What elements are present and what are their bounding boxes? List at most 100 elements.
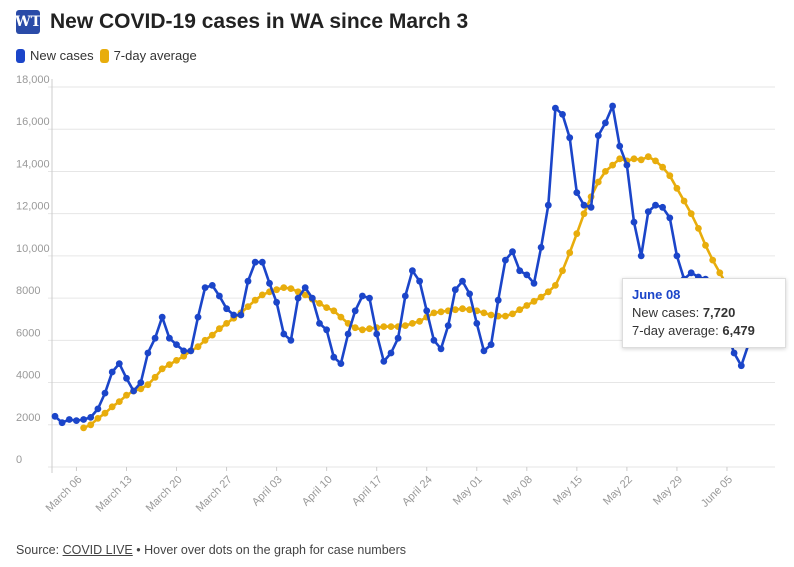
- new-cases-point[interactable]: [652, 201, 659, 209]
- average-point[interactable]: [244, 303, 252, 310]
- new-cases-point[interactable]: [644, 208, 652, 216]
- average-point[interactable]: [208, 331, 216, 339]
- new-cases-point[interactable]: [115, 360, 123, 367]
- new-cases-point[interactable]: [473, 320, 481, 327]
- new-cases-point[interactable]: [673, 252, 681, 260]
- new-cases-point[interactable]: [509, 248, 516, 256]
- new-cases-point[interactable]: [423, 307, 431, 315]
- new-cases-point[interactable]: [459, 277, 466, 285]
- average-point[interactable]: [359, 326, 366, 334]
- new-cases-point[interactable]: [51, 412, 59, 420]
- new-cases-point[interactable]: [544, 201, 552, 209]
- average-point[interactable]: [652, 157, 659, 165]
- new-cases-point[interactable]: [101, 389, 109, 397]
- new-cases-point[interactable]: [80, 416, 87, 423]
- average-point[interactable]: [158, 365, 166, 373]
- average-point[interactable]: [80, 424, 87, 432]
- new-cases-point[interactable]: [516, 267, 524, 275]
- average-point[interactable]: [366, 325, 373, 333]
- average-point[interactable]: [337, 313, 345, 321]
- new-cases-point[interactable]: [258, 258, 266, 266]
- new-cases-point[interactable]: [266, 279, 273, 287]
- average-point[interactable]: [437, 308, 445, 316]
- new-cases-point[interactable]: [308, 294, 316, 302]
- new-cases-point[interactable]: [287, 336, 295, 344]
- average-point[interactable]: [201, 336, 209, 344]
- new-cases-point[interactable]: [401, 292, 409, 300]
- average-point[interactable]: [666, 172, 674, 180]
- average-point[interactable]: [659, 163, 666, 171]
- new-cases-point[interactable]: [666, 214, 674, 222]
- new-cases-point[interactable]: [137, 379, 145, 386]
- average-point[interactable]: [530, 297, 538, 305]
- new-cases-point[interactable]: [151, 334, 159, 342]
- new-cases-point[interactable]: [416, 277, 423, 285]
- new-cases-point[interactable]: [437, 345, 445, 353]
- average-point[interactable]: [151, 373, 159, 381]
- new-cases-point[interactable]: [630, 218, 638, 226]
- average-point[interactable]: [401, 322, 409, 329]
- average-point[interactable]: [509, 310, 516, 318]
- new-cases-point[interactable]: [737, 362, 745, 370]
- average-point[interactable]: [695, 225, 702, 232]
- new-cases-point[interactable]: [502, 256, 509, 264]
- new-cases-point[interactable]: [208, 282, 216, 289]
- average-point[interactable]: [323, 304, 330, 311]
- new-cases-point[interactable]: [158, 313, 166, 321]
- average-point[interactable]: [216, 325, 223, 333]
- average-point[interactable]: [223, 320, 231, 327]
- average-point[interactable]: [716, 269, 724, 277]
- new-cases-point[interactable]: [187, 347, 195, 355]
- average-point[interactable]: [523, 302, 531, 309]
- average-point[interactable]: [280, 284, 288, 291]
- new-cases-point[interactable]: [87, 414, 95, 421]
- average-point[interactable]: [137, 385, 145, 393]
- average-point[interactable]: [609, 161, 616, 169]
- average-point[interactable]: [108, 403, 116, 411]
- new-cases-point[interactable]: [366, 294, 373, 302]
- new-cases-point[interactable]: [223, 305, 231, 313]
- average-point[interactable]: [416, 317, 423, 325]
- average-point[interactable]: [616, 155, 624, 163]
- new-cases-point[interactable]: [73, 417, 80, 424]
- average-point[interactable]: [594, 178, 602, 186]
- average-point[interactable]: [566, 249, 574, 257]
- new-cases-point[interactable]: [130, 387, 138, 395]
- average-point[interactable]: [94, 415, 102, 422]
- average-point[interactable]: [537, 293, 545, 301]
- new-cases-point[interactable]: [251, 258, 259, 266]
- average-point[interactable]: [301, 291, 309, 299]
- new-cases-point[interactable]: [566, 134, 574, 142]
- new-cases-point[interactable]: [123, 374, 130, 382]
- new-cases-point[interactable]: [594, 132, 602, 139]
- average-point[interactable]: [123, 391, 130, 399]
- new-cases-point[interactable]: [301, 284, 309, 291]
- new-cases-point[interactable]: [337, 360, 345, 367]
- average-point[interactable]: [580, 210, 588, 218]
- new-cases-point[interactable]: [359, 292, 366, 300]
- new-cases-point[interactable]: [330, 353, 338, 361]
- new-cases-point[interactable]: [237, 311, 245, 319]
- new-cases-point[interactable]: [623, 161, 631, 169]
- new-cases-point[interactable]: [466, 290, 473, 298]
- new-cases-point[interactable]: [180, 347, 188, 355]
- new-cases-point[interactable]: [230, 311, 238, 319]
- new-cases-point[interactable]: [537, 244, 545, 251]
- average-point[interactable]: [502, 312, 509, 320]
- new-cases-point[interactable]: [94, 405, 102, 413]
- new-cases-point[interactable]: [580, 201, 588, 209]
- new-cases-point[interactable]: [351, 307, 359, 315]
- average-point[interactable]: [430, 309, 438, 317]
- average-point[interactable]: [487, 311, 495, 319]
- average-point[interactable]: [466, 306, 473, 314]
- average-point[interactable]: [87, 421, 95, 429]
- new-cases-point[interactable]: [730, 349, 738, 357]
- average-point[interactable]: [630, 155, 638, 163]
- average-point[interactable]: [273, 286, 280, 294]
- average-point[interactable]: [687, 210, 695, 218]
- new-cases-point[interactable]: [144, 349, 152, 357]
- new-cases-point[interactable]: [294, 294, 302, 302]
- average-point[interactable]: [387, 323, 395, 330]
- average-point[interactable]: [101, 409, 109, 417]
- average-point[interactable]: [516, 306, 524, 314]
